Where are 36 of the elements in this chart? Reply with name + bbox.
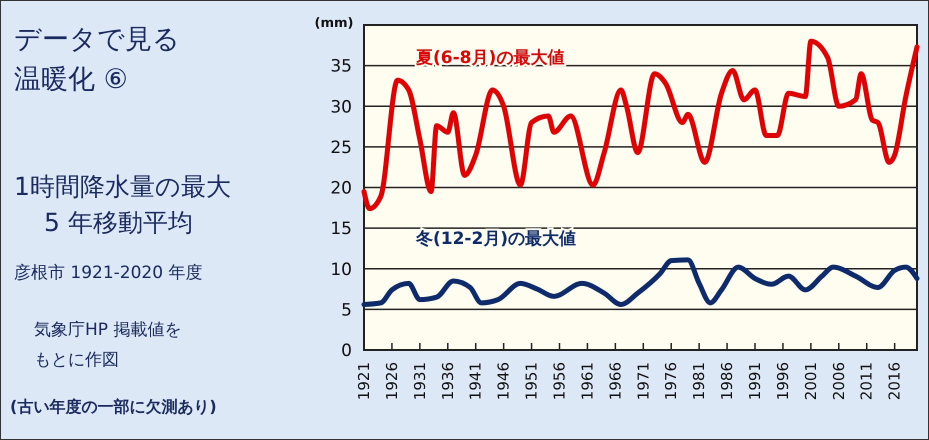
x-tick-label: 1941 <box>466 362 485 400</box>
x-tick-label: 1971 <box>634 362 652 400</box>
text: (古い年度の一部に欠測あり) <box>10 397 217 416</box>
series-label: 夏(6-8月)の最大値 <box>415 48 564 68</box>
x-tick-label: 1976 <box>662 362 680 400</box>
text: 1時間降水量の最大 5 年移動平均 <box>14 172 231 237</box>
y-axis-title: (mm) <box>314 16 354 31</box>
x-tick-label: 1951 <box>522 362 541 400</box>
text: 冬(12-2月)の最大値 <box>415 228 576 249</box>
x-tick-label: 1936 <box>438 362 457 400</box>
x-tick-label: 1991 <box>746 362 764 400</box>
y-tick-label: 0 <box>341 341 352 361</box>
y-tick-label: 10 <box>330 260 352 280</box>
x-tick-label: 1981 <box>690 362 708 400</box>
x-tick-label: 2016 <box>886 362 904 400</box>
y-tick-label: 15 <box>330 219 352 240</box>
x-tick-label: 1961 <box>578 362 596 400</box>
x-tick-label: 2006 <box>830 362 848 400</box>
x-tick-label: 1946 <box>494 362 513 400</box>
x-tick-label: 1996 <box>774 362 792 400</box>
x-tick-label: 1986 <box>718 362 736 400</box>
y-tick-label: 20 <box>330 178 352 198</box>
x-tick-label: 1956 <box>550 362 569 400</box>
text: 彦根市 1921-2020 年度 <box>14 263 202 283</box>
y-tick-label: 30 <box>330 97 352 118</box>
y-tick-label: 5 <box>341 300 352 320</box>
y-tick-label: 25 <box>330 138 352 158</box>
y-tick-label: 35 <box>330 56 352 77</box>
text: データで見る温暖化 ⑥ <box>14 24 180 95</box>
x-tick-label: 2011 <box>858 362 876 400</box>
x-tick-label: 1921 <box>355 362 373 400</box>
text: 気象庁HP 掲載値をもとに作図 <box>34 320 182 370</box>
x-tick-label: 2001 <box>802 362 820 400</box>
x-tick-label: 1926 <box>382 362 401 400</box>
x-tick-label: 1931 <box>410 362 429 400</box>
x-tick-label: 1966 <box>606 362 624 400</box>
